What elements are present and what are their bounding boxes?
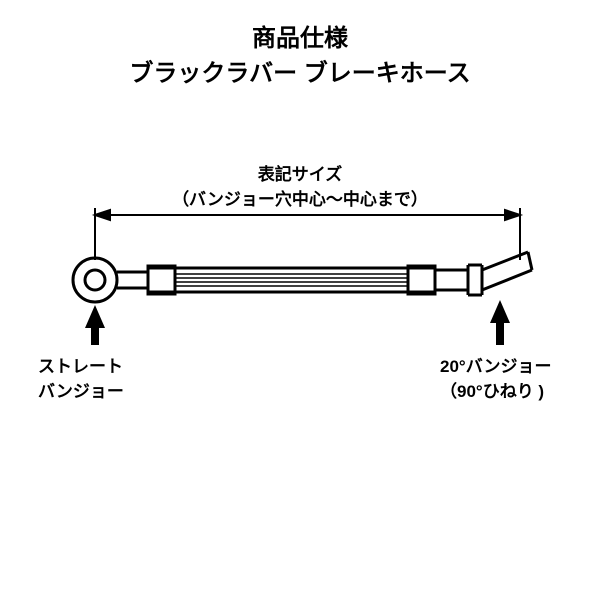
- dimension-label-line1: 表記サイズ: [0, 160, 600, 185]
- right-banjo-label-line1: 20°バンジョー: [440, 352, 552, 377]
- left-banjo: [73, 258, 148, 302]
- hose-body: [148, 266, 435, 294]
- right-banjo-label-line2: （90°ひねり ): [440, 377, 552, 402]
- right-banjo: [435, 252, 532, 295]
- hose-diagram-svg: [0, 0, 600, 600]
- dimension-label-line2: （バンジョー穴中心～中心まで）: [0, 185, 600, 210]
- dimension-line-group: [95, 208, 520, 260]
- right-banjo-label: 20°バンジョー （90°ひねり ): [440, 352, 552, 402]
- right-pointer-arrow: [490, 300, 510, 345]
- dimension-label: 表記サイズ （バンジョー穴中心～中心まで）: [0, 160, 600, 210]
- left-banjo-label-line1: ストレート: [38, 352, 124, 377]
- left-banjo-label: ストレート バンジョー: [38, 352, 124, 402]
- left-pointer-arrow: [85, 305, 105, 345]
- diagram-area: 表記サイズ （バンジョー穴中心～中心まで） ストレート バンジョー 20°バンジ…: [0, 0, 600, 600]
- left-banjo-label-line2: バンジョー: [38, 377, 124, 402]
